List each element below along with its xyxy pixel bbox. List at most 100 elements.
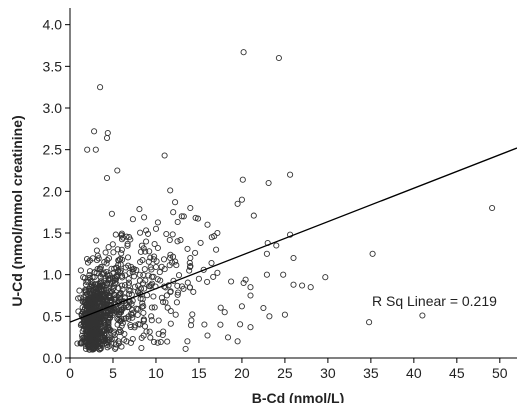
data-point — [114, 315, 121, 323]
data-point — [146, 328, 153, 335]
data-point — [97, 320, 104, 328]
data-point — [87, 291, 94, 298]
data-point — [82, 293, 90, 300]
data-point — [147, 334, 154, 341]
data-point — [200, 266, 207, 273]
data-point — [187, 204, 194, 212]
data-point — [178, 283, 186, 290]
data-point — [108, 336, 115, 343]
data-point — [106, 293, 113, 300]
data-point — [110, 249, 117, 256]
data-point — [146, 248, 153, 255]
data-point — [125, 313, 132, 320]
x-tick-label: 35 — [363, 365, 379, 381]
data-point — [154, 219, 161, 226]
y-tick-label: 4.0 — [43, 17, 63, 33]
data-point — [84, 327, 92, 334]
data-point — [118, 246, 125, 253]
data-point — [104, 320, 111, 327]
data-point — [89, 343, 96, 350]
data-point — [142, 248, 149, 255]
data-point — [161, 266, 168, 273]
data-point — [189, 311, 196, 318]
data-point — [260, 304, 267, 312]
data-point — [94, 321, 101, 328]
data-point — [170, 209, 177, 216]
data-point — [118, 250, 125, 257]
x-tick-label: 0 — [66, 365, 74, 381]
data-point — [150, 293, 157, 300]
data-point — [195, 275, 202, 282]
data-point — [116, 291, 123, 298]
data-point — [128, 291, 135, 298]
data-point — [124, 242, 131, 249]
data-point — [88, 289, 96, 297]
data-point — [275, 54, 282, 62]
data-point — [239, 176, 246, 183]
data-point — [154, 339, 161, 346]
data-point — [140, 303, 147, 310]
data-point — [184, 245, 191, 252]
data-point — [307, 284, 314, 291]
data-point — [80, 322, 87, 329]
data-point — [97, 264, 104, 271]
data-point — [104, 304, 111, 312]
data-point — [84, 146, 91, 153]
data-point — [238, 303, 245, 310]
data-point — [81, 338, 89, 345]
data-point — [109, 285, 116, 293]
data-point — [84, 259, 92, 266]
data-point — [106, 315, 113, 322]
data-point — [101, 293, 108, 300]
data-point — [154, 244, 161, 252]
data-point — [160, 256, 168, 263]
data-point — [102, 337, 109, 344]
data-point — [77, 267, 84, 274]
data-point — [143, 238, 150, 245]
data-point — [94, 252, 101, 259]
data-point — [111, 335, 119, 342]
data-point — [127, 339, 134, 346]
data-point — [247, 324, 254, 331]
data-point — [100, 270, 107, 277]
data-point — [175, 289, 182, 296]
data-point — [204, 332, 211, 339]
data-point — [155, 317, 162, 324]
data-point — [166, 236, 173, 244]
data-point — [86, 271, 93, 278]
data-point — [141, 214, 148, 221]
data-point — [273, 242, 280, 249]
data-point — [108, 210, 115, 217]
data-point — [83, 317, 90, 324]
data-point — [155, 330, 162, 337]
data-point — [145, 272, 152, 279]
data-point — [174, 238, 181, 245]
data-point — [157, 338, 164, 346]
data-point — [265, 179, 272, 187]
data-point — [167, 320, 174, 327]
data-point — [105, 244, 112, 251]
data-point — [281, 311, 288, 318]
y-tick-label: 1.0 — [43, 267, 63, 283]
data-point — [92, 343, 99, 350]
x-tick-label: 5 — [109, 365, 117, 381]
data-point — [141, 266, 148, 273]
data-point — [208, 259, 215, 267]
data-point — [119, 274, 126, 281]
data-point — [147, 264, 154, 271]
data-point — [192, 249, 199, 256]
data-point — [78, 340, 85, 347]
x-tick-label: 45 — [449, 365, 465, 381]
data-point — [97, 296, 104, 303]
data-point — [87, 335, 94, 342]
data-point — [164, 338, 171, 345]
data-point — [201, 321, 208, 328]
x-axis-title: B-Cd (nmol/L) — [252, 390, 345, 403]
x-tick-label: 15 — [191, 365, 207, 381]
r-squared-annotation: R Sq Linear = 0.219 — [372, 293, 497, 309]
data-point — [175, 272, 183, 279]
data-point — [242, 276, 249, 283]
data-point — [151, 240, 158, 248]
data-point — [137, 258, 144, 266]
data-point — [147, 254, 154, 261]
